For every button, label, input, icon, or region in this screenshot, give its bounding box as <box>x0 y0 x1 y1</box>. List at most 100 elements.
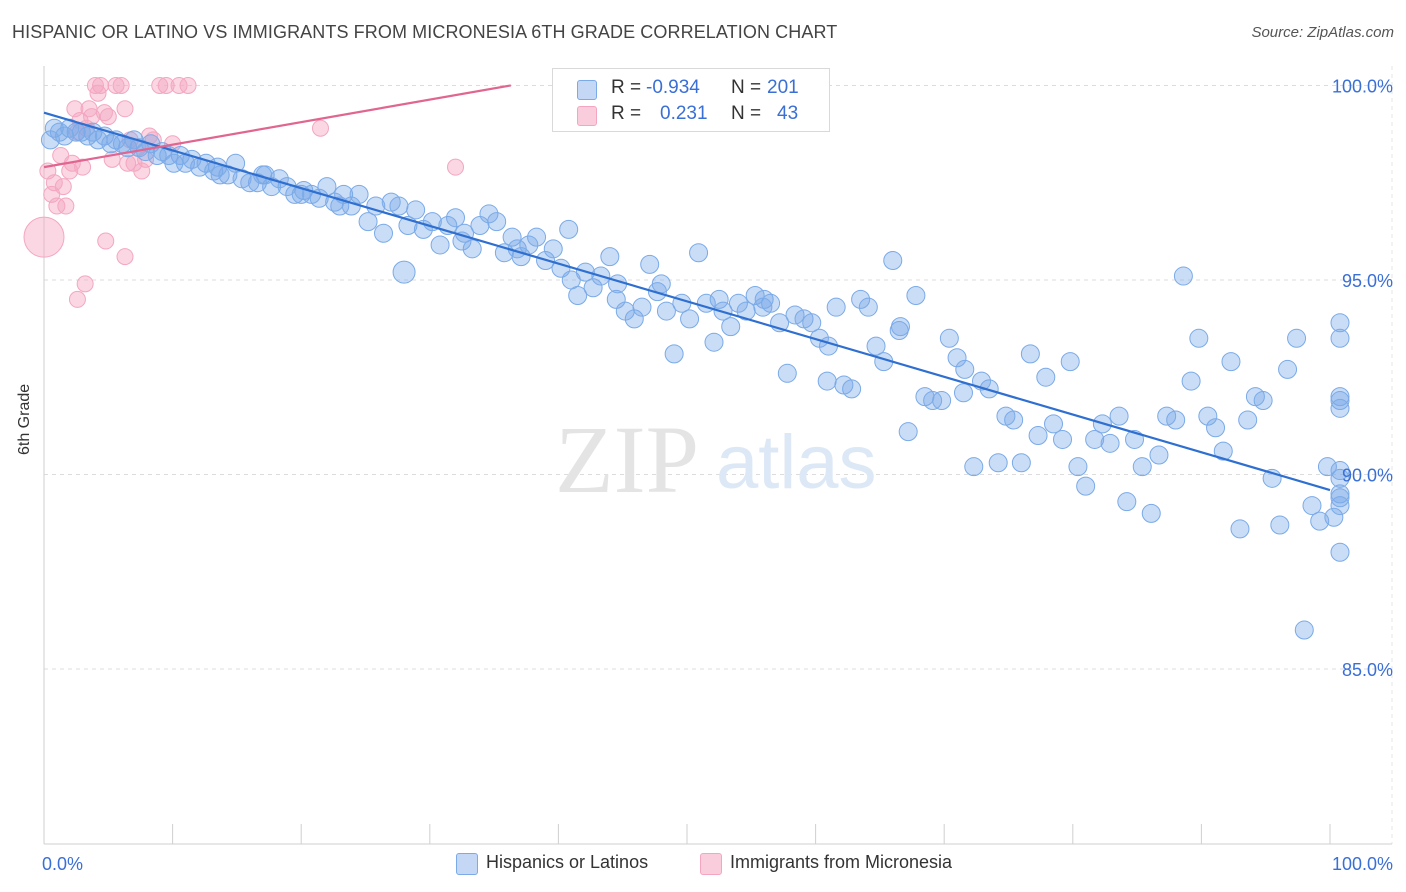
data-point-hispanic <box>1053 429 1073 449</box>
data-point-micronesia <box>57 197 75 215</box>
data-point-hispanic <box>559 219 579 239</box>
y-tick-labels: 85.0% 90.0% 95.0% 100.0% <box>1332 76 1393 680</box>
data-point-hispanic <box>709 289 729 309</box>
data-point-hispanic <box>1230 519 1250 539</box>
legend-swatch-blue <box>577 80 597 100</box>
trend-line-hispanic <box>43 111 1331 492</box>
data-point-hispanic <box>1036 367 1056 387</box>
data-point-micronesia <box>97 232 115 250</box>
data-point-hispanic <box>1253 391 1273 411</box>
data-point-hispanic <box>1270 515 1290 535</box>
legend-n-value: 201 <box>767 77 799 98</box>
data-point-hispanic <box>479 204 499 224</box>
legend-row-micronesia: R = 0.231 N = 43 <box>553 103 829 127</box>
y-tick-label: 85.0% <box>1342 660 1393 680</box>
data-point-micronesia <box>107 76 125 94</box>
data-point-hispanic <box>651 274 671 294</box>
data-point-hispanic <box>947 348 967 368</box>
y-tick-label: 95.0% <box>1342 271 1393 291</box>
legend-r-label: R = <box>611 77 642 98</box>
data-point-hispanic <box>680 309 700 329</box>
data-point-micronesia <box>68 290 86 308</box>
data-point-micronesia <box>151 76 169 94</box>
data-point-micronesia <box>45 174 63 192</box>
data-point-hispanic <box>1068 457 1088 477</box>
data-point-hispanic <box>745 286 765 306</box>
source-label: Source: ZipAtlas.com <box>1251 24 1394 41</box>
data-point-hispanic <box>583 278 603 298</box>
data-point-hispanic <box>389 196 409 216</box>
data-point-hispanic <box>1004 410 1024 430</box>
data-point-hispanic <box>543 239 563 259</box>
data-point-hispanic <box>392 260 416 284</box>
data-point-hispanic <box>632 297 652 317</box>
y-axis-label: 6th Grade <box>16 383 33 455</box>
data-point-hispanic <box>1181 371 1201 391</box>
data-point-hispanic <box>1330 496 1350 516</box>
data-point-micronesia <box>170 76 188 94</box>
data-point-hispanic <box>164 153 184 173</box>
legend-n-label: N = <box>731 77 762 98</box>
watermark-zip: ZIP <box>555 406 699 513</box>
data-point-micronesia <box>48 197 66 215</box>
data-point-micronesia <box>112 76 130 94</box>
data-point-hispanic <box>349 184 369 204</box>
data-point-hispanic <box>606 289 626 309</box>
data-point-hispanic <box>1085 429 1105 449</box>
legend-row-hispanic: R = -0.934 N = 201 <box>553 77 829 101</box>
data-point-hispanic <box>932 391 952 411</box>
data-point-hispanic <box>704 332 724 352</box>
data-point-hispanic <box>527 227 547 247</box>
data-point-hispanic <box>1310 511 1330 531</box>
data-point-micronesia <box>311 119 329 137</box>
data-point-hispanic <box>988 453 1008 473</box>
y-tick-label: 100.0% <box>1332 76 1393 96</box>
data-point-hispanic <box>1213 441 1233 461</box>
data-point-hispanic <box>728 293 748 313</box>
watermark: ZIP atlas <box>555 406 877 513</box>
data-point-hispanic <box>462 239 482 259</box>
legend-r-label: R = <box>611 103 642 124</box>
bottom-legend-label: Hispanics or Latinos <box>486 852 649 872</box>
gridlines <box>44 66 1393 844</box>
data-point-hispanic <box>1330 387 1350 407</box>
data-point-hispanic <box>939 328 959 348</box>
data-point-hispanic <box>1060 352 1080 372</box>
data-point-micronesia <box>99 108 117 126</box>
points-micronesia <box>23 76 465 308</box>
data-point-hispanic <box>1324 507 1344 527</box>
watermark-atlas: atlas <box>716 420 877 505</box>
data-point-hispanic <box>826 297 846 317</box>
legend-r-value: -0.934 <box>646 77 700 98</box>
data-point-hispanic <box>1044 414 1064 434</box>
data-point-hispanic <box>664 344 684 364</box>
data-point-hispanic <box>44 118 64 138</box>
points-hispanic <box>40 118 1350 640</box>
data-point-micronesia <box>23 216 65 258</box>
data-point-micronesia <box>447 158 465 176</box>
data-point-hispanic <box>1189 328 1209 348</box>
data-point-hispanic <box>656 301 676 321</box>
data-point-hispanic <box>1330 468 1350 488</box>
data-point-hispanic <box>624 309 644 329</box>
data-point-hispanic <box>1278 359 1298 379</box>
data-point-hispanic <box>1238 410 1258 430</box>
data-point-hispanic <box>1020 344 1040 364</box>
data-point-hispanic <box>817 371 837 391</box>
data-point-hispanic <box>1330 542 1350 562</box>
data-point-hispanic <box>1330 398 1350 418</box>
data-point-hispanic <box>1330 484 1350 504</box>
data-point-hispanic <box>898 422 918 442</box>
data-point-hispanic <box>446 208 466 228</box>
data-point-hispanic <box>1302 496 1322 516</box>
data-point-hispanic <box>689 243 709 263</box>
data-point-hispanic <box>430 235 450 255</box>
data-point-hispanic <box>754 289 774 309</box>
data-point-hispanic <box>1028 426 1048 446</box>
data-point-micronesia <box>116 100 134 118</box>
data-point-hispanic <box>1317 457 1337 477</box>
data-point-hispanic <box>78 126 98 146</box>
trend-line-micronesia <box>43 84 512 169</box>
y-tick-label: 90.0% <box>1342 465 1393 485</box>
